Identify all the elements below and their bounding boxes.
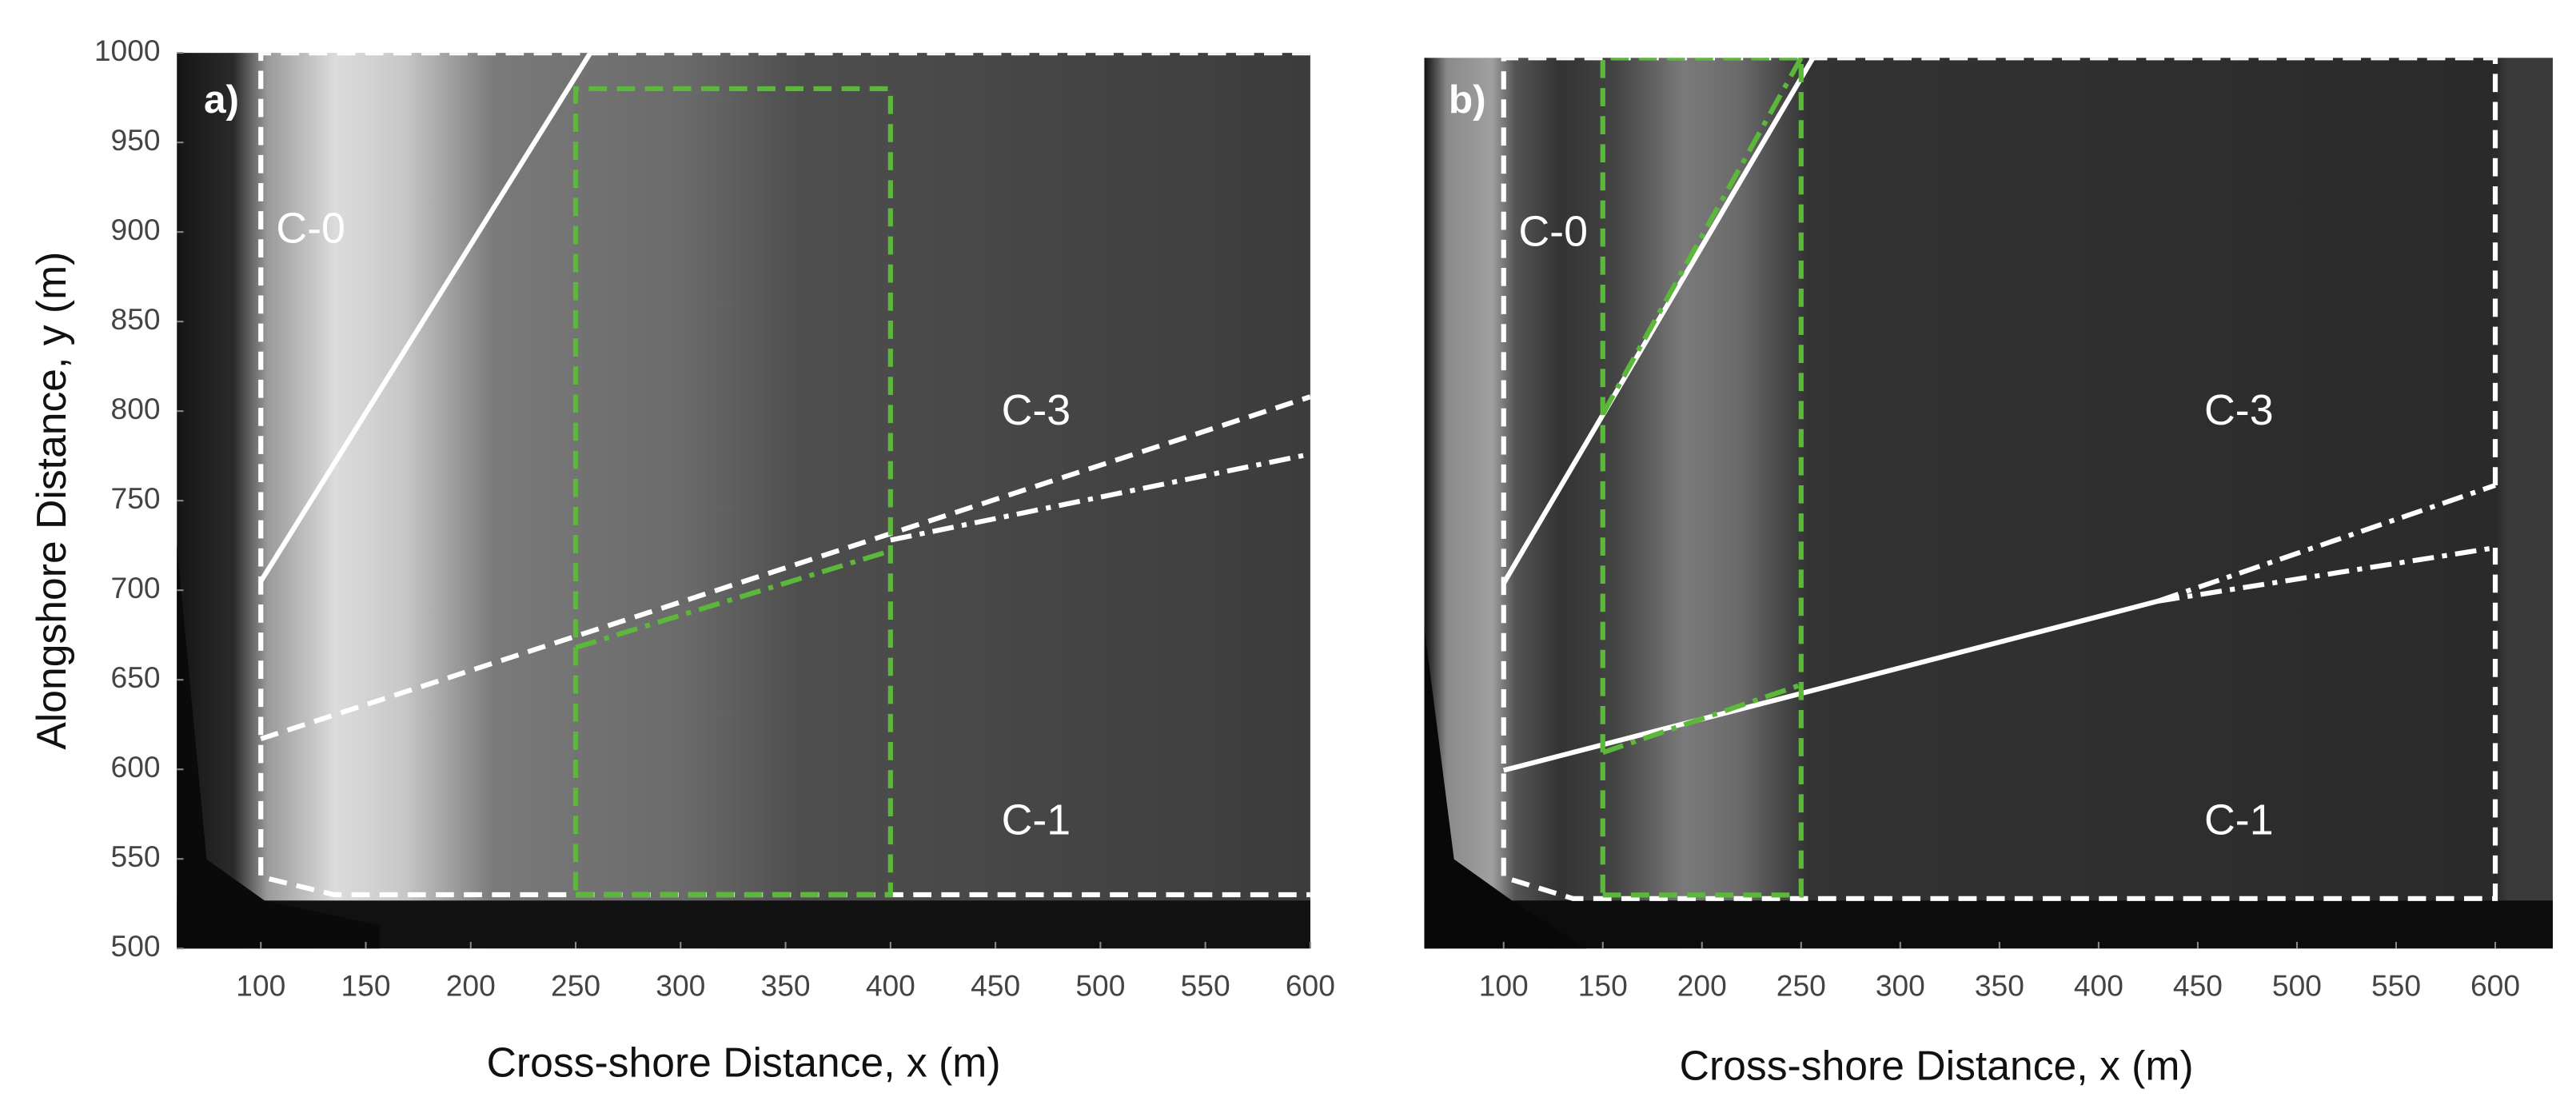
region-label: C-0 (276, 205, 345, 253)
x-tick-label: 600 (2470, 969, 2520, 1003)
overlay (258, 53, 1310, 898)
x-tick-label: 250 (551, 969, 600, 1003)
x-tick-label: 250 (1776, 969, 1826, 1003)
plots: 100 150 200 250 300 350 400 450 500 550 600 500 550 6… (28, 34, 2520, 1089)
region-boundary (1601, 682, 1802, 756)
y-tick-label: 800 (111, 392, 161, 425)
x-tick-label: 600 (1286, 969, 1335, 1003)
x-tick-label: 450 (2173, 969, 2223, 1003)
region-boundary (575, 548, 891, 650)
x-tick-label: 200 (446, 969, 496, 1003)
region-label: C-0 (1518, 208, 1588, 256)
region-label: C-1 (2204, 796, 2274, 844)
image-b (1424, 58, 2553, 949)
x-tick-label: 500 (2272, 969, 2322, 1003)
region-boundary (2157, 545, 2496, 604)
y-tick-label: 700 (111, 571, 161, 604)
region-boundary (1601, 58, 1804, 416)
x-tick-label: 300 (1876, 969, 1925, 1003)
region-boundary (2157, 483, 2497, 604)
region-label: C-1 (1002, 796, 1071, 844)
region-boundary (260, 394, 1310, 742)
panel: 100 150 200 250 300 350 400 450 500 550 600 Cross-s… (1449, 58, 2520, 1089)
x-tick-label: 150 (1578, 969, 1628, 1003)
y-tick-label: 650 (111, 660, 161, 694)
x-tick-label: 100 (236, 969, 285, 1003)
y-tick-label: 950 (111, 123, 161, 157)
y-tick-label: 900 (111, 213, 161, 246)
region-boundary (1502, 598, 2159, 773)
y-tick-label: 550 (111, 840, 161, 873)
x-tick-label: 400 (866, 969, 915, 1003)
panel-label: b) (1449, 77, 1486, 122)
region-boundary (572, 86, 893, 898)
region-boundary (1501, 58, 2498, 901)
overlay (1501, 58, 2498, 901)
x-tick-label: 550 (2371, 969, 2421, 1003)
x-axis-label: Cross-shore Distance, x (m) (1680, 1043, 2194, 1089)
panel-label: a) (204, 77, 239, 122)
y-axis-label: Alongshore Distance, y (m) (28, 252, 74, 750)
x-tick-label: 500 (1075, 969, 1125, 1003)
x-tick-label: 300 (656, 969, 705, 1003)
x-tick-label: 550 (1181, 969, 1230, 1003)
x-tick-label: 400 (2074, 969, 2123, 1003)
panel: 100 150 200 250 300 350 400 450 500 550 600 500 550 6… (28, 34, 1335, 1086)
x-tick-label: 150 (341, 969, 390, 1003)
y-tick-label: 850 (111, 302, 161, 336)
x-tick-label: 100 (1479, 969, 1529, 1003)
y-tick-label: 750 (111, 481, 161, 515)
y-tick-label: 1000 (94, 34, 161, 67)
x-tick-label: 200 (1677, 969, 1727, 1003)
region-boundary (1501, 58, 1816, 585)
image-a (177, 53, 1310, 949)
x-tick-label: 350 (761, 969, 811, 1003)
region-label: C-3 (1002, 386, 1071, 434)
y-tick-label: 600 (111, 750, 161, 784)
x-tick-label: 350 (1975, 969, 2024, 1003)
region-boundary (890, 451, 1310, 543)
x-axis-label: Cross-shore Distance, x (m) (487, 1039, 1001, 1086)
region-boundary (258, 53, 593, 583)
region-label: C-3 (2204, 386, 2274, 434)
y-tick-label: 500 (111, 929, 161, 963)
x-tick-label: 450 (971, 969, 1020, 1003)
